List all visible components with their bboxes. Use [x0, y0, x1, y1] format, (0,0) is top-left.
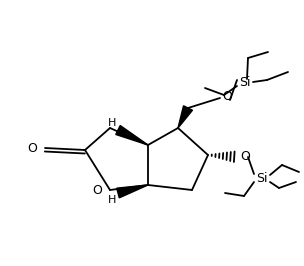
Text: O: O — [222, 90, 232, 103]
Polygon shape — [178, 106, 192, 128]
Text: H: H — [108, 118, 116, 128]
Text: O: O — [92, 185, 102, 197]
Polygon shape — [117, 185, 148, 198]
Text: H: H — [108, 195, 116, 205]
Text: O: O — [240, 151, 250, 164]
Text: Si: Si — [256, 172, 268, 185]
Text: O: O — [27, 142, 37, 155]
Polygon shape — [116, 126, 148, 145]
Text: Si: Si — [239, 77, 251, 89]
